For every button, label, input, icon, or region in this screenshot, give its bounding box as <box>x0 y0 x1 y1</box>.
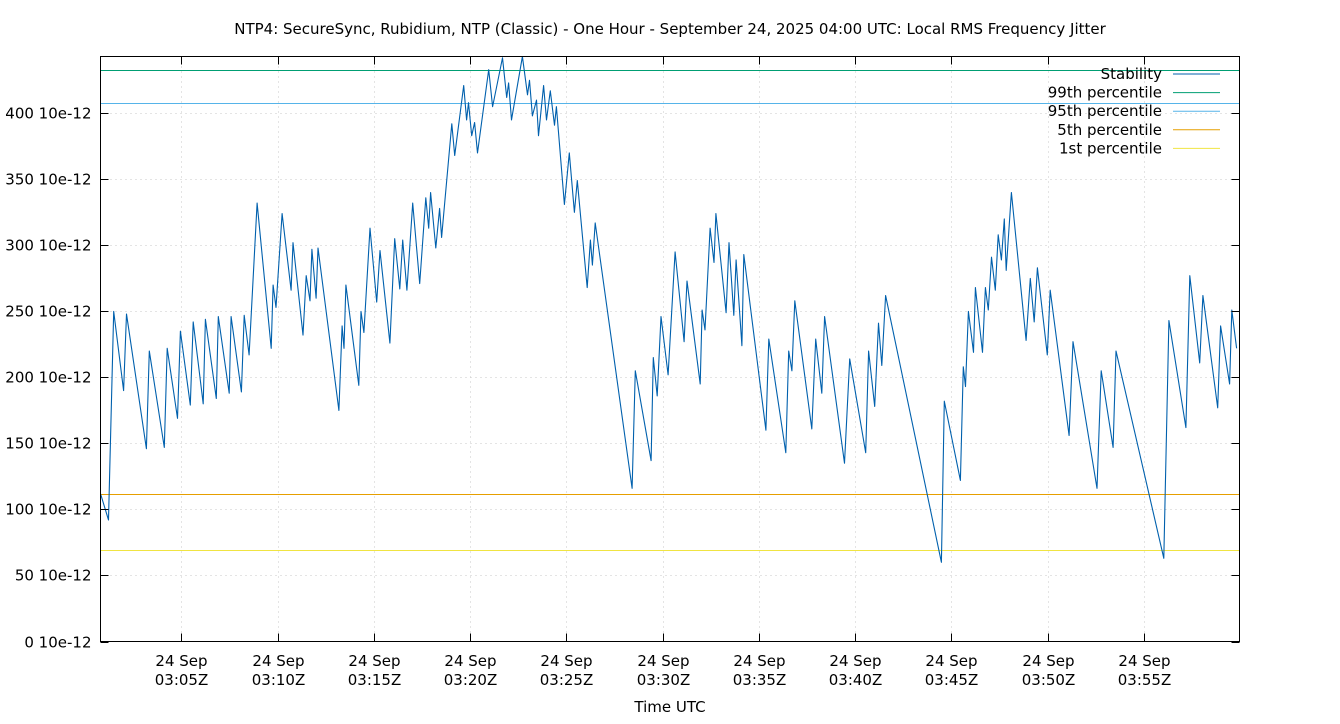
x-tick-date: 24 Sep <box>444 652 496 670</box>
x-tick-label: 03:20Z <box>444 671 498 689</box>
reference-lines <box>100 70 1240 551</box>
y-tick-label: 400 10e-12 <box>5 105 91 123</box>
y-tick-label: 200 10e-12 <box>5 369 91 387</box>
series-line-stability <box>99 55 1238 563</box>
x-tick-date: 24 Sep <box>155 652 207 670</box>
x-tick-label: 03:35Z <box>733 671 787 689</box>
x-tick-label: 03:15Z <box>348 671 402 689</box>
x-tick-date: 24 Sep <box>829 652 881 670</box>
x-tick-date: 24 Sep <box>348 652 400 670</box>
axes: 0 10e-12 50 10e-12 100 10e-12 150 10e-12 200… <box>5 56 1240 689</box>
legend-label: 99th percentile <box>1048 84 1162 102</box>
x-tick-label: 03:40Z <box>829 671 883 689</box>
legend-label: 1st percentile <box>1059 139 1162 157</box>
x-tick-date: 24 Sep <box>1118 652 1170 670</box>
y-tick-label: 0 10e-12 <box>24 634 91 652</box>
x-tick-label: 03:50Z <box>1022 671 1076 689</box>
plot-frame <box>100 56 1240 642</box>
y-tick-label: 150 10e-12 <box>5 435 91 453</box>
x-tick-label: 03:05Z <box>155 671 209 689</box>
y-tick-label: 50 10e-12 <box>15 567 92 585</box>
x-tick-date: 24 Sep <box>1022 652 1074 670</box>
x-tick-label: 03:10Z <box>252 671 306 689</box>
legend-label: 95th percentile <box>1048 102 1162 120</box>
y-tick-label: 250 10e-12 <box>5 303 91 321</box>
series-layer <box>99 55 1238 563</box>
x-tick-date: 24 Sep <box>252 652 304 670</box>
chart-title: NTP4: SecureSync, Rubidium, NTP (Classic… <box>234 20 1106 38</box>
x-tick-date: 24 Sep <box>637 652 689 670</box>
x-tick-date: 24 Sep <box>540 652 592 670</box>
x-tick-label: 03:30Z <box>637 671 691 689</box>
x-tick-label: 03:55Z <box>1118 671 1172 689</box>
legend-label: Stability <box>1101 65 1163 83</box>
y-tick-label: 100 10e-12 <box>5 501 91 519</box>
y-tick-label: 300 10e-12 <box>5 237 91 255</box>
x-tick-date: 24 Sep <box>733 652 785 670</box>
x-tick-label: 03:25Z <box>540 671 594 689</box>
x-tick-label: 03:45Z <box>925 671 979 689</box>
x-axis-label: Time UTC <box>633 698 705 716</box>
y-tick-label: 350 10e-12 <box>5 171 91 189</box>
x-tick-date: 24 Sep <box>925 652 977 670</box>
legend-label: 5th percentile <box>1057 121 1162 139</box>
